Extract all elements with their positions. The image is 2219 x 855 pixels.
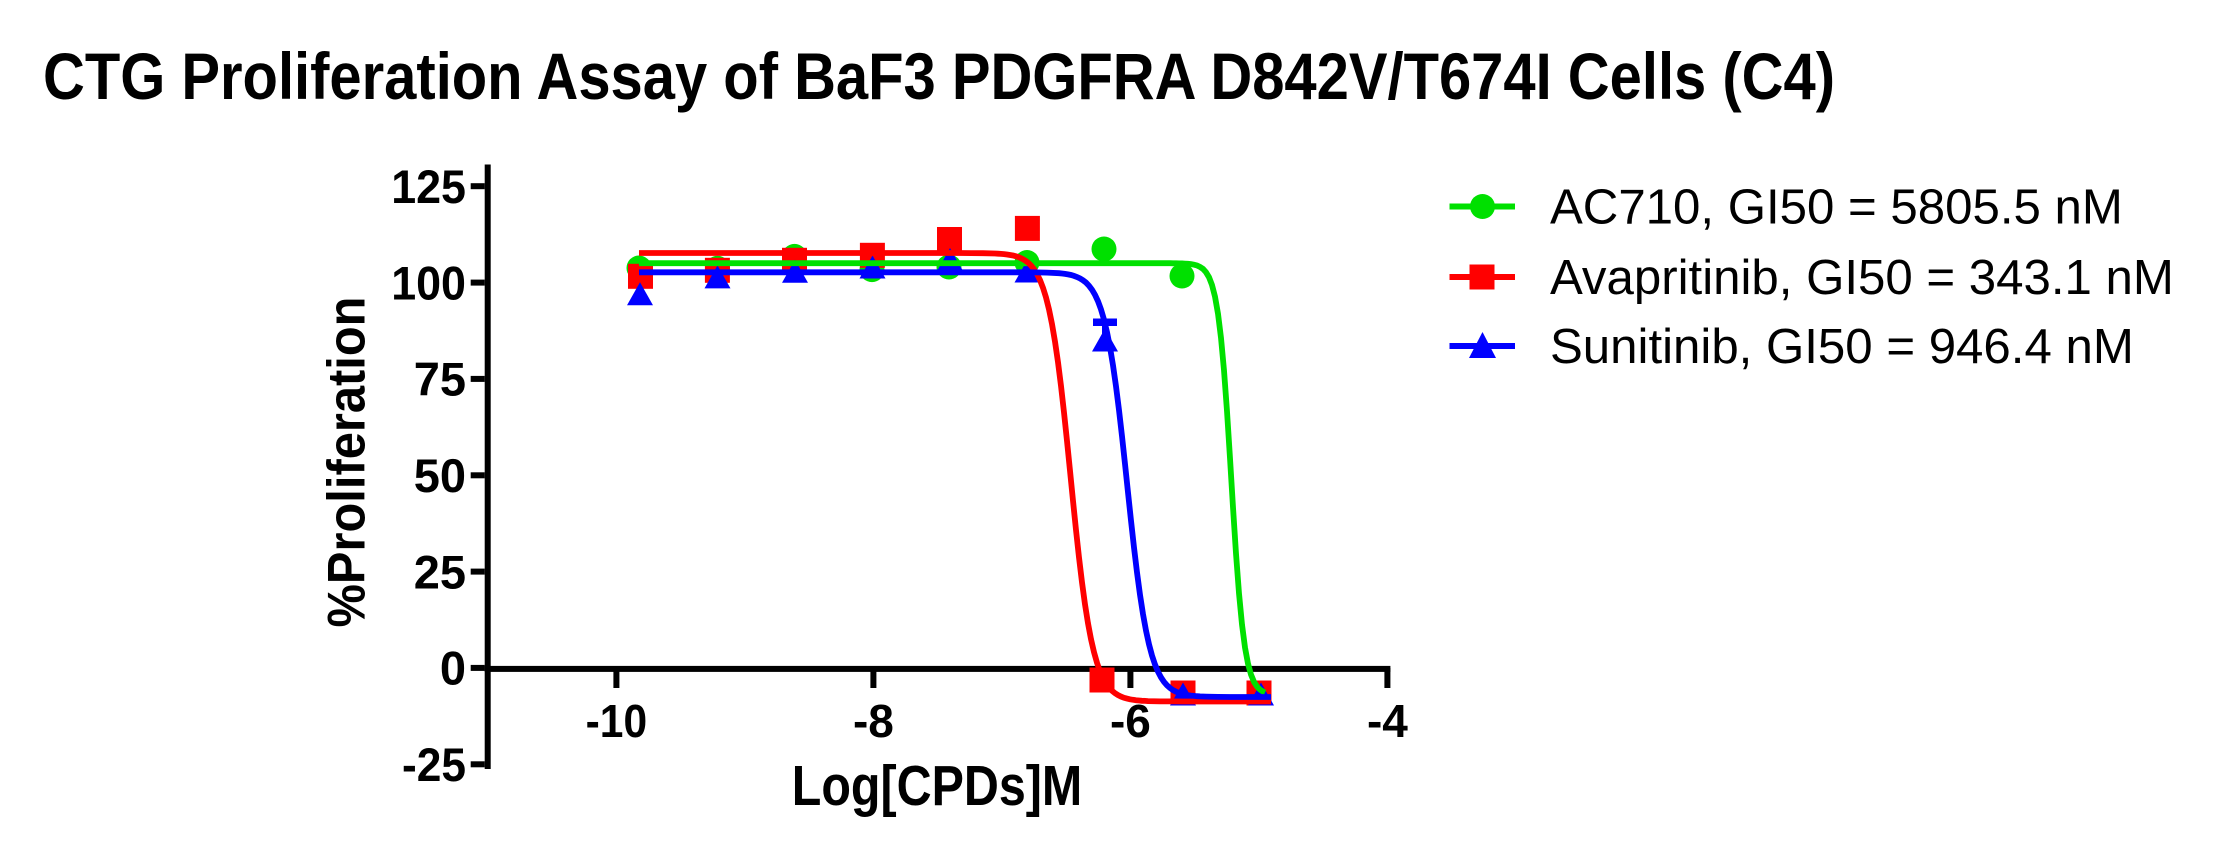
svg-text:-10: -10 — [586, 695, 648, 747]
svg-text:-25: -25 — [402, 738, 466, 791]
svg-text:125: 125 — [391, 160, 466, 213]
svg-text:50: 50 — [414, 449, 466, 502]
svg-text:-4: -4 — [1367, 695, 1408, 747]
svg-text:Avapritinib, GI50 = 343.1 nM: Avapritinib, GI50 = 343.1 nM — [1550, 250, 2174, 305]
svg-text:CTG Proliferation Assay of BaF: CTG Proliferation Assay of BaF3 PDGFRA D… — [43, 39, 1835, 113]
svg-text:100: 100 — [391, 256, 466, 309]
svg-text:75: 75 — [414, 353, 466, 406]
svg-text:25: 25 — [414, 545, 466, 598]
svg-text:-8: -8 — [853, 695, 894, 747]
svg-text:AC710, GI50 = 5805.5 nM: AC710, GI50 = 5805.5 nM — [1550, 180, 2123, 235]
svg-text:%Proliferation: %Proliferation — [318, 297, 377, 628]
svg-text:0: 0 — [440, 642, 466, 695]
svg-text:Log[CPDs]M: Log[CPDs]M — [792, 754, 1083, 817]
svg-text:Sunitinib, GI50 = 946.4 nM: Sunitinib, GI50 = 946.4 nM — [1550, 319, 2134, 374]
